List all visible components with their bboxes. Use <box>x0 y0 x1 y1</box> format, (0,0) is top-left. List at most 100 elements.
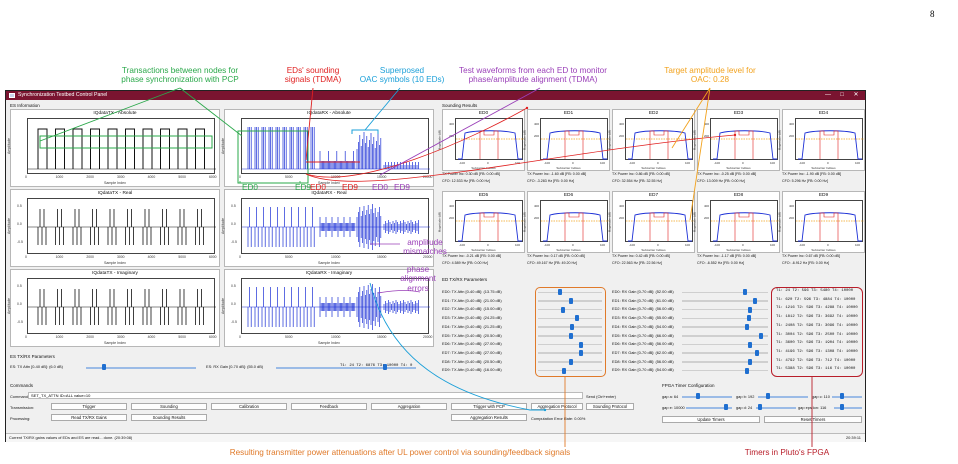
ed-tx-attn-slider[interactable] <box>538 317 602 320</box>
maximize-button[interactable]: □ <box>840 92 844 98</box>
trigger-button[interactable]: Trigger <box>51 403 127 410</box>
ed-rx-gain-knob[interactable] <box>753 298 758 304</box>
minimize-button[interactable]: — <box>825 92 831 98</box>
tx-real-ytick: 0.5 <box>17 204 22 208</box>
ed-rx-gain-label: ED9: RX Gain [0-70 dB]: (54.00 dB) <box>612 367 674 373</box>
gap-epsilon-knob[interactable] <box>840 404 844 410</box>
ed-timer-row: T1: 1812 T2: 596 T3: 3692 T4: 10000 <box>776 315 858 320</box>
reset-timers-button[interactable]: Reset Timers <box>764 416 862 423</box>
ed-rx-gain-slider[interactable] <box>682 326 768 328</box>
ed-rx-gain-knob[interactable] <box>747 341 752 348</box>
ed-rx-gain-slider[interactable] <box>682 361 768 363</box>
sounding-protocol-button[interactable]: Sounding Protocol <box>586 403 634 410</box>
sounding-panel-ed4: ED4 Magnitude (dB) -100 0 100 400 200 Subcarrie… <box>777 109 865 171</box>
ed-tx-attn-slider[interactable] <box>538 343 602 346</box>
ed-rx-gain-knob[interactable] <box>745 367 750 374</box>
read-gains-button[interactable]: Read TX/RX Gains <box>51 414 127 421</box>
sounding-ylabel: Magnitude (dB) <box>437 211 442 233</box>
ed-rx-gain-slider[interactable] <box>682 300 768 302</box>
trigger-pcp-button[interactable]: Trigger with PCP <box>451 403 527 410</box>
rx-real-waveform <box>242 204 430 250</box>
ed-tx-attn-knob[interactable] <box>574 315 579 322</box>
rx-abs-ylabel: Amplitude <box>220 138 225 154</box>
tx-abs-xtick: 6000 <box>209 175 217 179</box>
es-rx-slider[interactable] <box>276 367 416 369</box>
sounding-ytick: 200 <box>619 216 625 220</box>
ed-tx-attn-knob[interactable] <box>568 358 573 365</box>
ed-rx-gain-knob[interactable] <box>747 358 752 365</box>
annotation-target: Target amplitude level for OAC: 0.28 <box>664 66 756 85</box>
ed-rx-gain-knob[interactable] <box>746 315 751 322</box>
update-timers-button[interactable]: Update Timers <box>662 416 760 423</box>
ed-rx-gain-slider[interactable] <box>682 317 768 320</box>
sounding-xtick: 0 <box>657 161 659 165</box>
window-title: Synchronization Testbed Control Panel <box>18 92 108 98</box>
ed-tx-attn-knob[interactable] <box>569 324 574 331</box>
ed-tx-attn-knob[interactable] <box>560 306 565 313</box>
gap-d-knob[interactable] <box>758 404 762 410</box>
ed-rx-gain-slider[interactable] <box>682 291 768 294</box>
gap-c-slider[interactable] <box>832 396 862 398</box>
command-input[interactable]: SET_TX_ATTN ID=ALL value=10 <box>28 392 583 399</box>
gap-b-slider[interactable] <box>758 396 808 398</box>
ed-tx-attn-slider[interactable] <box>538 291 602 294</box>
ed-rx-gain-knob[interactable] <box>747 306 752 313</box>
ed-tx-attn-knob[interactable] <box>578 341 583 348</box>
sounding-xtick: 100 <box>515 161 521 165</box>
tx-imag-ytick: -0.5 <box>17 320 23 324</box>
gap-a-slider[interactable] <box>682 396 732 398</box>
annotation-bottom-right: Timers in Pluto's FPGA <box>744 448 830 457</box>
sounding-results-button[interactable]: Sounding Results <box>131 414 207 421</box>
tx-imag-plot-title: IQdataTX - Imaginary <box>92 271 138 276</box>
aggregation-results-button[interactable]: Aggregation Results <box>451 414 527 421</box>
gap-e-slider[interactable] <box>686 407 732 409</box>
rx-real-axes <box>241 198 430 254</box>
ed-rx-gain-slider[interactable] <box>682 369 768 372</box>
processing-label: Processing: <box>10 416 31 421</box>
ed-tx-attn-knob[interactable] <box>558 289 563 296</box>
sounding-xlabel: Subcarrier Indices <box>726 248 751 252</box>
aggregation-button[interactable]: Aggregation <box>371 403 447 410</box>
es-tx-knob[interactable] <box>101 364 106 370</box>
ed-tx-attn-slider[interactable] <box>538 369 602 372</box>
ed-rx-gain-knob[interactable] <box>742 289 747 296</box>
ed-rx-gain-slider[interactable] <box>682 352 768 354</box>
sounding-axes <box>795 118 864 160</box>
ed-tx-attn-knob[interactable] <box>562 367 566 374</box>
gap-b-knob[interactable] <box>766 393 770 399</box>
ed-tx-attn-knob[interactable] <box>578 350 583 357</box>
ed-rx-gain-slider[interactable] <box>682 335 768 337</box>
feedback-button[interactable]: Feedback <box>291 403 367 410</box>
es-params-label: ES TX/RX Parameters <box>10 354 55 359</box>
ed-tx-attn-slider[interactable] <box>538 352 602 354</box>
sounding-cfo: CFO: -6.912 Hz [FB: 0.00 Hz] <box>782 261 830 265</box>
ed-tx-attn-knob[interactable] <box>568 332 573 339</box>
ed-tx-attn-label: ED7: TX Attn [0-40 dB]: (27.00 dB) <box>442 349 502 355</box>
sounding-xlabel: Subcarrier Indices <box>811 248 836 252</box>
sounding-button[interactable]: Sounding <box>131 403 207 410</box>
gap-d-slider[interactable] <box>756 407 796 409</box>
ed-tx-attn-label: ED2: TX Attn [0-40 dB]: (15.00 dB) <box>442 306 502 312</box>
gap-a-knob[interactable] <box>696 393 700 399</box>
gap-c-knob[interactable] <box>840 393 844 399</box>
aggregation-protocol-button[interactable]: Aggregation Protocol <box>531 403 583 410</box>
ed-tx-attn-label: ED5: TX Attn [0-40 dB]: (20.50 dB) <box>442 332 502 338</box>
gap-e-knob[interactable] <box>724 404 728 410</box>
ed-tx-attn-slider[interactable] <box>538 308 602 311</box>
es-tx-slider[interactable] <box>86 367 196 369</box>
ed-rx-gain-slider[interactable] <box>682 343 768 346</box>
rx-imag-plot-title: IQdataRX - Imaginary <box>305 271 353 276</box>
close-button[interactable]: ✕ <box>853 92 859 98</box>
ed-rx-gain-slider[interactable] <box>682 308 768 311</box>
ed-rx-gain-knob[interactable] <box>754 350 759 357</box>
annotation-bottom-left: Resulting transmitter power attenuations… <box>229 448 571 457</box>
ed-tx-attn-knob[interactable] <box>569 298 574 304</box>
ed-rx-gain-knob[interactable] <box>759 332 764 339</box>
ed-timer-row: T1: 620 T2: 596 T3: 4884 T4: 10000 <box>776 297 856 302</box>
tx-attn-highlight <box>535 287 606 377</box>
send-label[interactable]: Send (Ctrl+enter) <box>586 394 616 399</box>
calibration-button[interactable]: Calibration <box>211 403 287 410</box>
sounding-axes <box>710 118 779 160</box>
gap-epsilon-slider[interactable] <box>834 407 862 409</box>
ed-rx-gain-knob[interactable] <box>745 324 750 331</box>
